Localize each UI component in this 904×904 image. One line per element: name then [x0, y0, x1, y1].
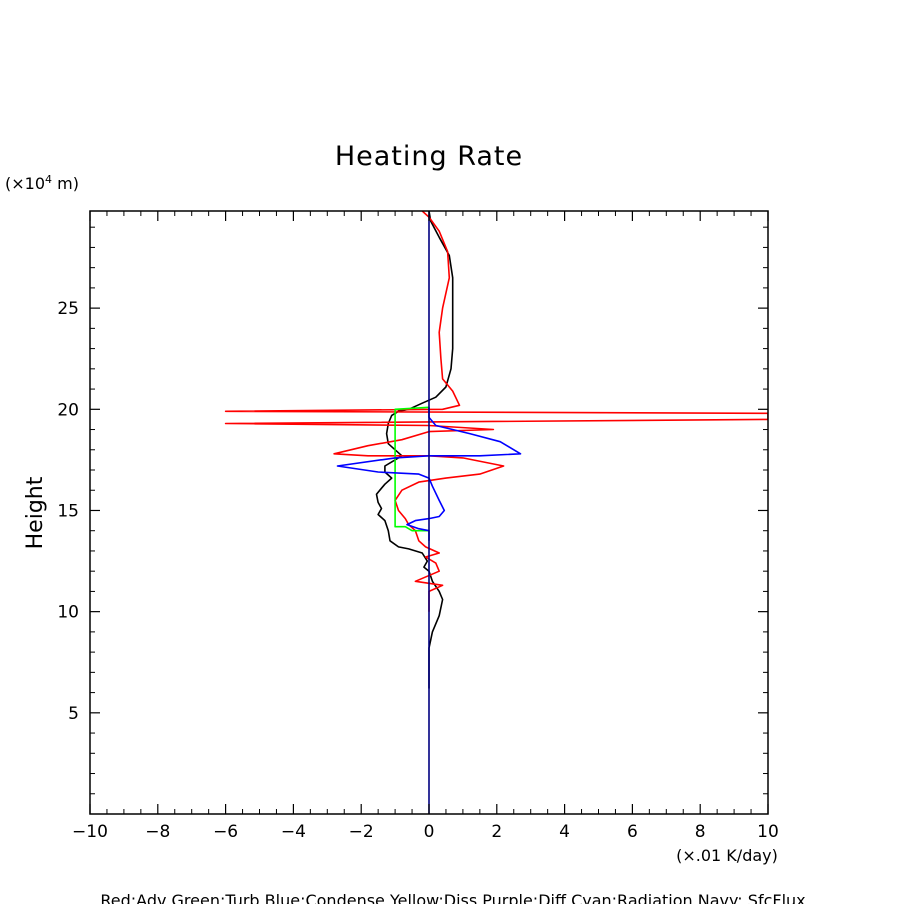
y-tick-label: 5 [68, 704, 79, 724]
y-unit-label: (×104 m) [5, 173, 79, 193]
axis-layer [89, 211, 769, 814]
y-tick-label: 10 [57, 603, 79, 623]
y-tick-label: 20 [57, 400, 79, 420]
x-tick-label: 4 [559, 822, 570, 842]
x-tick-label: −10 [72, 822, 108, 842]
plot-frame [89, 210, 769, 815]
x-tick-label: 6 [627, 822, 638, 842]
series-layer [224, 211, 768, 814]
caption: Red:Adv Green:Turb Blue:Condense Yellow:… [100, 891, 805, 904]
tick-label-layer: −10 −8 −6 −4 −2 0 2 4 6 8 10 5 10 15 20 25 [57, 299, 778, 842]
series-line-1 [224, 211, 768, 612]
x-tick-label: −4 [281, 822, 306, 842]
x-tick-label: 10 [757, 822, 779, 842]
y-tick-label: 15 [57, 501, 79, 521]
x-unit-label: (×.01 K/day) [676, 846, 778, 865]
y-axis-label: Height [23, 476, 48, 549]
series-line-2 [394, 406, 430, 532]
x-tick-label: 8 [695, 822, 706, 842]
x-tick-label: 0 [424, 822, 435, 842]
x-tick-label: −6 [213, 822, 238, 842]
x-tick-label: 2 [491, 822, 502, 842]
chart-title: Heating Rate [335, 141, 523, 172]
series-line-3 [336, 407, 522, 541]
x-tick-label: −8 [145, 822, 170, 842]
series-line-0 [375, 211, 454, 689]
y-tick-label: 25 [57, 299, 79, 319]
x-tick-label: −2 [349, 822, 374, 842]
